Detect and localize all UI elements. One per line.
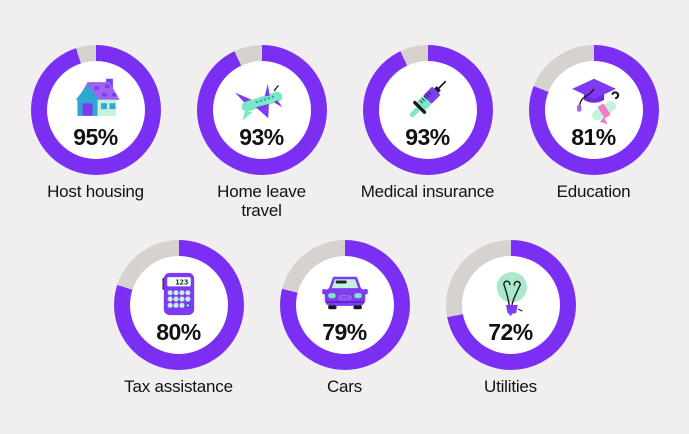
- donut-label: Host housing: [47, 182, 144, 201]
- donut-ring-host-housing: 95%: [30, 45, 161, 175]
- car-icon: [318, 267, 372, 321]
- percent-value: 95%: [73, 123, 118, 150]
- donut-ring-utilities: 72%: [445, 240, 576, 371]
- donut-hole: 79%: [295, 256, 394, 355]
- donut-hole: 72%: [461, 256, 560, 355]
- benefit-medical-insurance: 93% Medical insurance: [345, 45, 511, 220]
- airplane-icon: [234, 72, 289, 126]
- house-icon: [69, 72, 123, 126]
- donut-hole: 81%: [544, 61, 643, 159]
- percent-value: 93%: [405, 123, 450, 150]
- benefit-home-leave-travel: 93% Home leave travel: [179, 45, 345, 220]
- calculator-display-text: 123: [175, 277, 188, 286]
- donut-hole: 95%: [46, 61, 145, 159]
- benefit-education: 81% Education: [511, 45, 677, 220]
- donut-row-2: 123 80% Tax assistance: [0, 240, 689, 396]
- donut-label: Tax assistance: [124, 377, 233, 397]
- benefit-cars: 79% Cars: [262, 240, 428, 396]
- syringe-icon: [401, 72, 455, 126]
- donut-label: Medical insurance: [360, 182, 495, 201]
- percent-value: 80%: [156, 318, 201, 345]
- donut-ring-cars: 79%: [279, 240, 410, 371]
- graduation-cap-icon: [567, 72, 621, 126]
- donut-label: Utilities: [484, 377, 537, 397]
- percent-value: 81%: [571, 123, 616, 150]
- donut-ring-medical-insurance: 93%: [362, 45, 493, 175]
- benefit-tax-assistance: 123 80% Tax assistance: [96, 240, 262, 396]
- percent-value: 93%: [239, 123, 284, 150]
- donut-ring-home-leave-travel: 93%: [196, 45, 327, 175]
- donut-ring-tax-assistance: 123 80%: [113, 240, 244, 371]
- donut-label: Home leave travel: [217, 182, 306, 221]
- lightbulb-icon: [484, 267, 538, 321]
- percent-value: 79%: [322, 318, 367, 345]
- donut-label: Cars: [326, 377, 363, 397]
- donut-ring-education: 81%: [528, 45, 659, 175]
- donut-hole: 93%: [378, 61, 477, 159]
- donut-row-1: 95% Host housing: [0, 45, 689, 220]
- donut-label: Education: [556, 182, 631, 201]
- donut-hole: 93%: [212, 61, 311, 159]
- benefit-utilities: 72% Utilities: [428, 240, 594, 396]
- donut-hole: 123 80%: [129, 256, 228, 355]
- calculator-icon: 123: [152, 267, 206, 321]
- percent-value: 72%: [488, 318, 533, 345]
- benefit-host-housing: 95% Host housing: [13, 45, 179, 220]
